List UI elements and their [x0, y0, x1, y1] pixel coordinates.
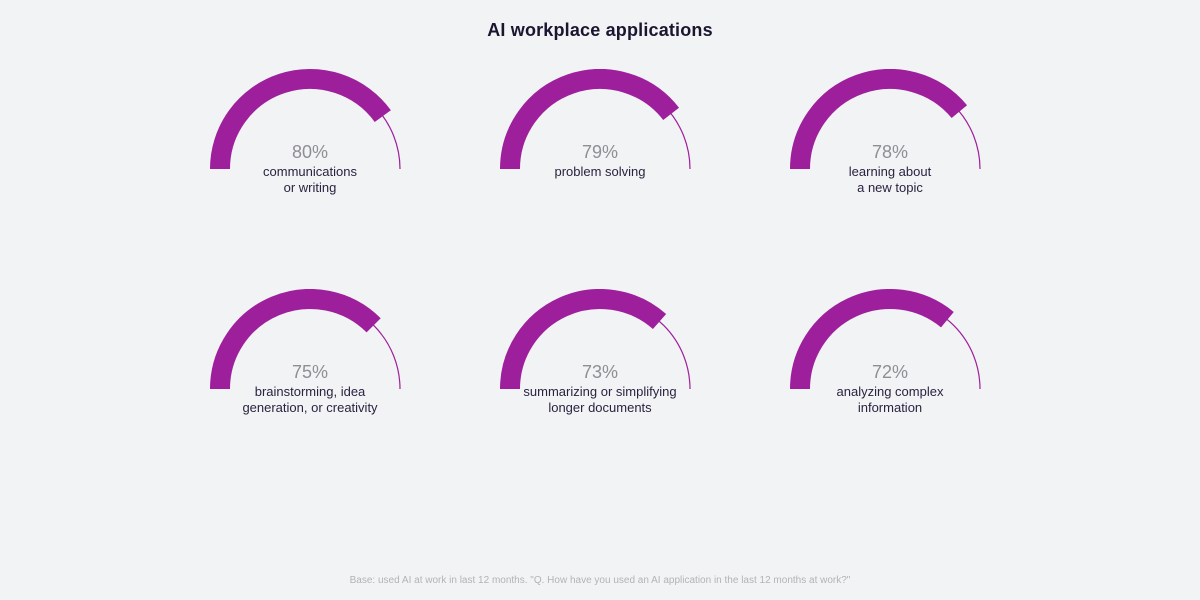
- page: AI workplace applications 80%communicati…: [0, 0, 1200, 600]
- page-title: AI workplace applications: [0, 20, 1200, 41]
- gauge: 78%learning about a new topic: [790, 69, 990, 179]
- gauge: 72%analyzing complex information: [790, 289, 990, 399]
- gauge-percent: 78%: [790, 141, 990, 164]
- gauge: 75%brainstorming, idea generation, or cr…: [210, 289, 410, 399]
- gauge-percent: 72%: [790, 361, 990, 384]
- gauge-labels: 72%analyzing complex information: [790, 361, 990, 416]
- gauge-percent: 80%: [210, 141, 410, 164]
- gauge-labels: 79%problem solving: [500, 141, 700, 180]
- gauge-label: learning about a new topic: [790, 164, 990, 197]
- gauge: 73%summarizing or simplifying longer doc…: [500, 289, 700, 399]
- gauge-label: analyzing complex information: [790, 384, 990, 417]
- gauge-cell: 75%brainstorming, idea generation, or cr…: [195, 289, 425, 439]
- gauge-labels: 73%summarizing or simplifying longer doc…: [500, 361, 700, 416]
- gauge-percent: 75%: [210, 361, 410, 384]
- gauge-label: summarizing or simplifying longer docume…: [500, 384, 700, 417]
- gauge-cell: 72%analyzing complex information: [775, 289, 1005, 439]
- gauge: 80%communications or writing: [210, 69, 410, 179]
- gauge-percent: 79%: [500, 141, 700, 164]
- gauge-percent: 73%: [500, 361, 700, 384]
- gauge-labels: 75%brainstorming, idea generation, or cr…: [210, 361, 410, 416]
- footnote: Base: used AI at work in last 12 months.…: [0, 575, 1200, 586]
- gauge-label: brainstorming, idea generation, or creat…: [210, 384, 410, 417]
- gauge-label: communications or writing: [210, 164, 410, 197]
- gauge-labels: 78%learning about a new topic: [790, 141, 990, 196]
- gauge-cell: 78%learning about a new topic: [775, 69, 1005, 219]
- gauge-cell: 79%problem solving: [485, 69, 715, 219]
- gauge-labels: 80%communications or writing: [210, 141, 410, 196]
- gauge-grid: 80%communications or writing 79%problem …: [0, 69, 1200, 439]
- gauge-cell: 73%summarizing or simplifying longer doc…: [485, 289, 715, 439]
- gauge-label: problem solving: [500, 164, 700, 180]
- gauge: 79%problem solving: [500, 69, 700, 179]
- gauge-cell: 80%communications or writing: [195, 69, 425, 219]
